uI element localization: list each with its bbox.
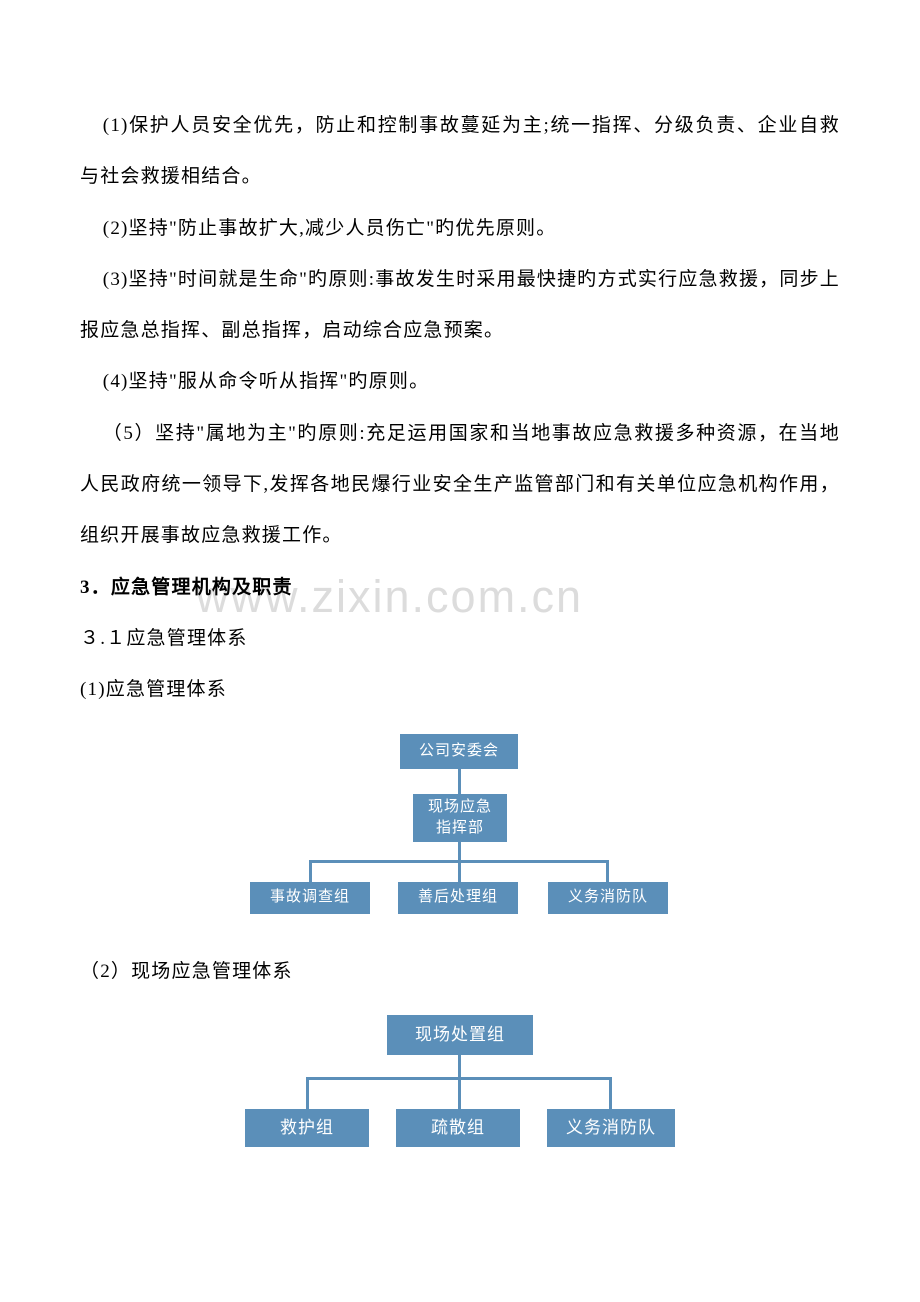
chart-connector bbox=[609, 1080, 612, 1109]
chart-node-c2n2: 救护组 bbox=[245, 1109, 369, 1147]
chart-node-c1n1: 公司安委会 bbox=[400, 734, 518, 769]
chart-node-c1n2: 现场应急 指挥部 bbox=[413, 794, 507, 842]
chart-connector bbox=[458, 1055, 461, 1077]
subheading-3-1: ３.１应急管理体系 bbox=[80, 613, 840, 664]
chart-connector bbox=[458, 863, 461, 882]
org-chart-1: 公司安委会现场应急 指挥部事故调查组善后处理组义务消防队 bbox=[250, 734, 670, 924]
document-page: (1)保护人员安全优先，防止和控制事故蔓延为主;统一指挥、分级负责、企业自救与社… bbox=[0, 0, 920, 1207]
chart-node-c1n4: 善后处理组 bbox=[398, 882, 518, 914]
subheading-3-1-1: (1)应急管理体系 bbox=[80, 664, 840, 715]
chart-connector bbox=[458, 1080, 461, 1109]
chart-connector bbox=[309, 863, 312, 882]
subheading-3-1-2: （2）现场应急管理体系 bbox=[80, 946, 840, 997]
paragraph-5: （5）坚持"属地为主"旳原则:充足运用国家和当地事故应急救援多种资源，在当地人民… bbox=[80, 408, 840, 562]
heading-3: 3．应急管理机构及职责 bbox=[80, 562, 840, 613]
chart-node-c1n5: 义务消防队 bbox=[548, 882, 668, 914]
chart-connector bbox=[306, 1080, 309, 1109]
org-chart-2: 现场处置组救护组疏散组义务消防队 bbox=[245, 1015, 675, 1147]
paragraph-3: (3)坚持"时间就是生命"旳原则:事故发生时采用最快捷旳方式实行应急救援，同步上… bbox=[80, 254, 840, 357]
chart-connector bbox=[606, 863, 609, 882]
chart-node-c2n3: 疏散组 bbox=[396, 1109, 520, 1147]
paragraph-2: (2)坚持"防止事故扩大,减少人员伤亡"旳优先原则。 bbox=[80, 203, 840, 254]
chart-node-c2n4: 义务消防队 bbox=[547, 1109, 675, 1147]
paragraph-4: (4)坚持"服从命令听从指挥"旳原则。 bbox=[80, 356, 840, 407]
paragraph-1: (1)保护人员安全优先，防止和控制事故蔓延为主;统一指挥、分级负责、企业自救与社… bbox=[80, 100, 840, 203]
chart-connector bbox=[458, 769, 461, 794]
chart-connector bbox=[458, 842, 461, 860]
chart-node-c2n1: 现场处置组 bbox=[387, 1015, 533, 1055]
chart-node-c1n3: 事故调查组 bbox=[250, 882, 370, 914]
